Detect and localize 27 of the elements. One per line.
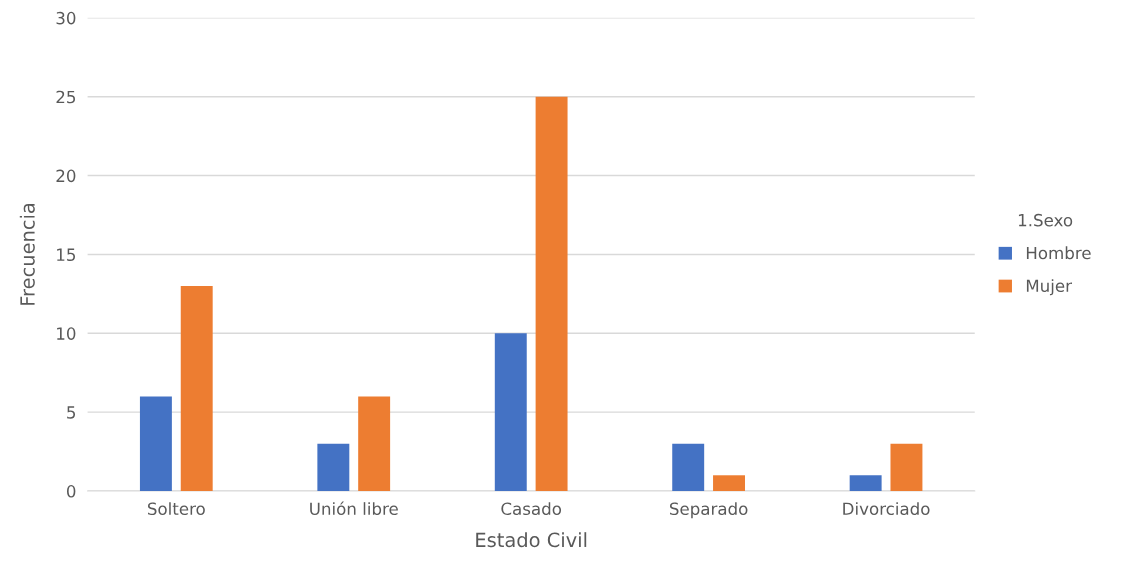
bar — [672, 443, 705, 492]
y-tick-label: 5 — [67, 406, 76, 419]
legend-label: Hombre — [1026, 246, 1091, 260]
x-tick-label: Divorciado — [843, 502, 930, 516]
bar — [358, 396, 391, 492]
x-tick-label: Unión libre — [310, 501, 398, 516]
x-tick-label: Separado — [669, 502, 748, 519]
bar — [494, 333, 527, 492]
y-tick-label: 20 — [56, 169, 76, 183]
y-tick-label: 15 — [57, 248, 76, 262]
y-tick-label: 0 — [66, 485, 76, 498]
legend-title: 1.Sexo — [1018, 213, 1073, 227]
bar — [317, 443, 350, 492]
y-tick-label: 25 — [56, 90, 76, 104]
bar — [713, 475, 745, 492]
y-tick-label: 10 — [57, 327, 76, 340]
bar — [535, 96, 568, 492]
legend-label: Mujer — [1026, 279, 1072, 296]
x-tick-label: Casado — [501, 502, 562, 516]
bar — [890, 443, 923, 492]
bar — [139, 396, 172, 492]
x-tick-label: Soltero — [147, 502, 205, 516]
y-axis-title: Frecuencia — [19, 203, 35, 305]
bar — [180, 285, 213, 492]
x-axis-title: Estado Civil — [476, 532, 587, 548]
y-tick-label: 30 — [56, 11, 76, 25]
bar — [849, 475, 882, 492]
